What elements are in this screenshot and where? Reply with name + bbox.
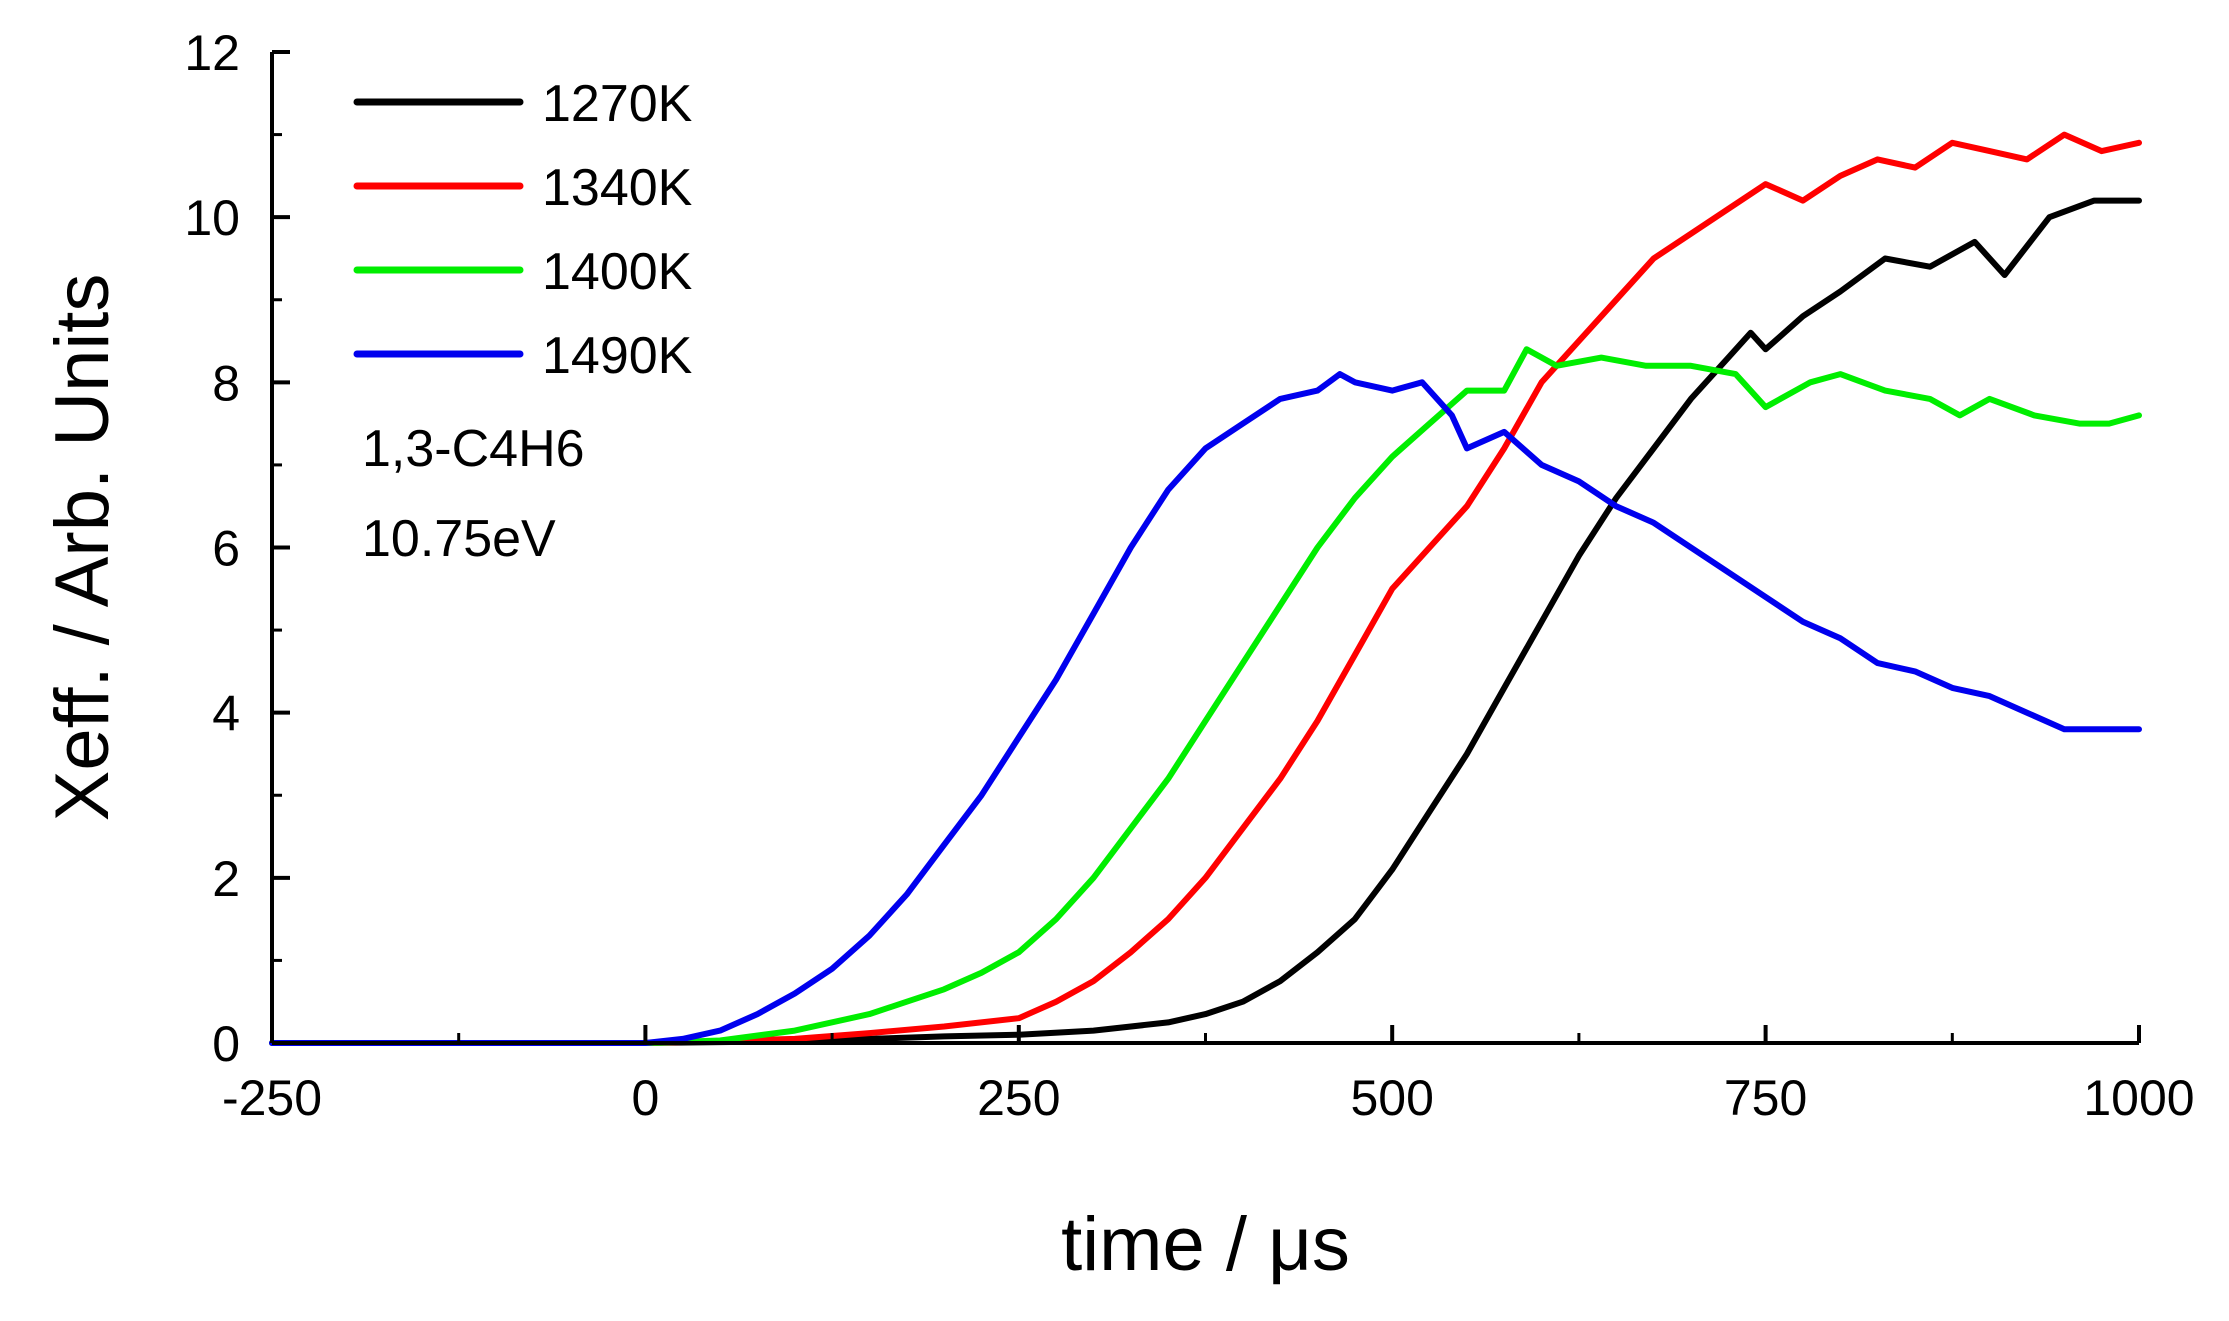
series-line-1340K	[269, 131, 2142, 1046]
y-tick-label: 12	[184, 25, 240, 81]
y-tick-label: 8	[212, 355, 240, 411]
x-tick-label: 500	[1350, 1070, 1433, 1126]
legend: 1270K 1340K 1400K 1490K	[353, 75, 693, 385]
y-axis-ticks: 0 2 4 6 8 10 12	[184, 25, 290, 1072]
y-axis-title: Xeff. / Arb. Units	[40, 274, 125, 822]
x-axis-title: time / μs	[1061, 1202, 1350, 1287]
y-tick-label: 10	[184, 190, 240, 246]
series-line-1490K	[269, 371, 2142, 1046]
y-tick-label: 0	[212, 1016, 240, 1072]
y-tick-label: 2	[212, 851, 240, 907]
x-tick-label: 250	[977, 1070, 1060, 1126]
plot-lines	[269, 131, 2142, 1046]
annotation-compound: 1,3-C4H6	[362, 420, 585, 478]
x-tick-label: 1000	[2083, 1070, 2194, 1126]
x-tick-label: 750	[1724, 1070, 1807, 1126]
series-line-1270K	[269, 197, 2142, 1046]
legend-label-1340K: 1340K	[542, 159, 693, 217]
annotation-energy: 10.75eV	[362, 510, 556, 568]
x-axis-ticks: -250 0 250 500 750 1000	[222, 1025, 2195, 1126]
x-tick-label: 0	[631, 1070, 659, 1126]
legend-label-1270K: 1270K	[542, 75, 693, 133]
legend-label-1400K: 1400K	[542, 243, 693, 301]
series-line-1400K	[269, 346, 2142, 1046]
y-tick-label: 4	[212, 686, 240, 742]
x-tick-label: -250	[222, 1070, 322, 1126]
y-tick-label: 6	[212, 521, 240, 577]
legend-label-1490K: 1490K	[542, 327, 693, 385]
